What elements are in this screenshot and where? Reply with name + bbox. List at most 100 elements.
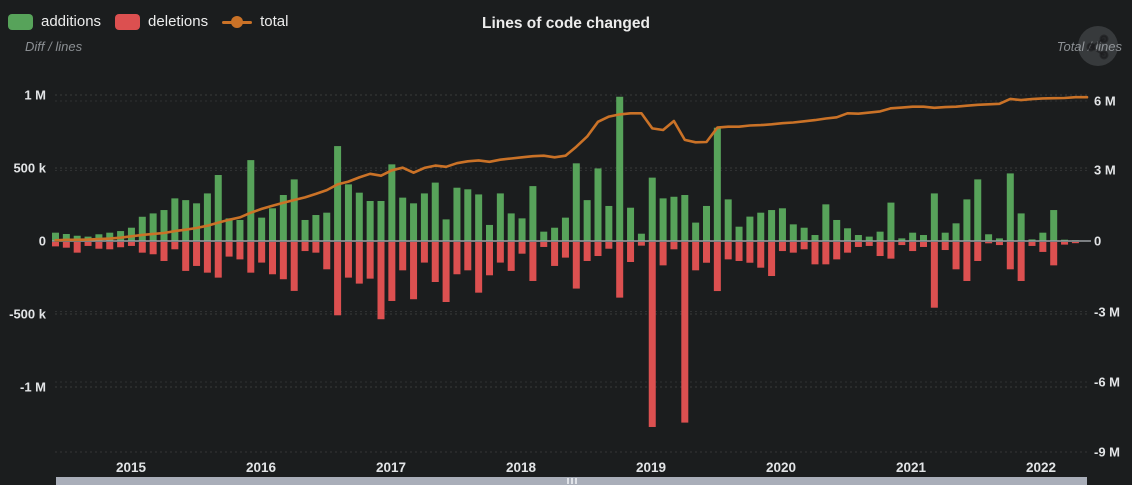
deletions-bar[interactable] <box>692 242 700 271</box>
deletions-bar[interactable] <box>344 242 352 278</box>
additions-bar[interactable] <box>941 232 949 241</box>
additions-bar[interactable] <box>138 216 146 241</box>
additions-bar[interactable] <box>627 207 635 241</box>
additions-bar[interactable] <box>518 218 526 241</box>
additions-bar[interactable] <box>789 224 797 241</box>
deletions-bar[interactable] <box>138 242 146 253</box>
additions-bar[interactable] <box>62 233 70 241</box>
additions-bar[interactable] <box>399 197 407 241</box>
deletions-bar[interactable] <box>475 242 483 293</box>
deletions-bar[interactable] <box>1039 242 1047 252</box>
additions-bar[interactable] <box>431 182 439 241</box>
deletions-bar[interactable] <box>572 242 580 289</box>
deletions-bar[interactable] <box>865 242 873 246</box>
grip-lines-icon[interactable] <box>566 478 577 484</box>
deletions-bar[interactable] <box>811 242 819 265</box>
additions-bar[interactable] <box>388 164 396 241</box>
additions-bar[interactable] <box>182 200 190 241</box>
additions-bar[interactable] <box>1006 173 1014 241</box>
deletions-bar[interactable] <box>258 242 266 263</box>
deletions-bar[interactable] <box>464 242 472 271</box>
additions-bar[interactable] <box>507 213 515 241</box>
additions-bar[interactable] <box>301 219 309 241</box>
additions-bar[interactable] <box>193 203 201 241</box>
additions-bar[interactable] <box>1017 213 1025 241</box>
additions-bar[interactable] <box>583 200 591 241</box>
deletions-bar[interactable] <box>377 242 385 320</box>
additions-bar[interactable] <box>355 192 363 241</box>
additions-bar[interactable] <box>768 210 776 241</box>
additions-bar[interactable] <box>963 199 971 241</box>
additions-bar[interactable] <box>160 210 168 241</box>
deletions-bar[interactable] <box>1017 242 1025 281</box>
deletions-bar[interactable] <box>627 242 635 263</box>
additions-bar[interactable] <box>323 212 331 241</box>
additions-bar[interactable] <box>757 212 765 241</box>
deletions-bar[interactable] <box>1006 242 1014 270</box>
deletions-bar[interactable] <box>182 242 190 271</box>
additions-bar[interactable] <box>214 175 222 241</box>
deletions-bar[interactable] <box>561 242 569 258</box>
additions-bar[interactable] <box>269 208 276 241</box>
additions-bar[interactable] <box>344 184 352 241</box>
additions-bar[interactable] <box>724 199 732 241</box>
additions-bar[interactable] <box>909 232 917 241</box>
deletions-bar[interactable] <box>160 242 168 261</box>
additions-bar[interactable] <box>73 235 81 241</box>
additions-bar[interactable] <box>236 219 244 241</box>
additions-bar[interactable] <box>713 127 721 241</box>
deletions-bar[interactable] <box>279 242 287 280</box>
deletions-bar[interactable] <box>52 242 59 247</box>
deletions-bar[interactable] <box>844 242 852 253</box>
deletions-bar[interactable] <box>323 242 331 270</box>
additions-bar[interactable] <box>442 219 450 241</box>
deletions-bar[interactable] <box>703 242 710 263</box>
deletions-bar[interactable] <box>757 242 765 268</box>
deletions-bar[interactable] <box>355 242 363 284</box>
additions-bar[interactable] <box>561 217 569 241</box>
deletions-bar[interactable] <box>930 242 938 308</box>
additions-bar[interactable] <box>334 146 342 241</box>
deletions-bar[interactable] <box>963 242 971 281</box>
deletions-bar[interactable] <box>768 242 776 277</box>
deletions-bar[interactable] <box>800 242 808 250</box>
deletions-bar[interactable] <box>876 242 884 257</box>
additions-bar[interactable] <box>171 198 179 241</box>
additions-bar[interactable] <box>117 231 125 241</box>
additions-bar[interactable] <box>127 227 135 241</box>
additions-bar[interactable] <box>453 187 461 241</box>
deletions-bar[interactable] <box>442 242 450 303</box>
deletions-bar[interactable] <box>312 242 320 253</box>
additions-bar[interactable] <box>659 198 667 241</box>
additions-bar[interactable] <box>247 160 255 241</box>
additions-bar[interactable] <box>572 163 580 241</box>
deletions-bar[interactable] <box>106 242 114 250</box>
additions-bar[interactable] <box>1028 239 1036 241</box>
deletions-bar[interactable] <box>214 242 222 278</box>
additions-bar[interactable] <box>279 195 287 241</box>
deletions-bar[interactable] <box>431 242 439 283</box>
deletions-bar[interactable] <box>648 242 656 427</box>
deletions-bar[interactable] <box>974 242 982 261</box>
menu-button[interactable] <box>1078 26 1118 66</box>
additions-bar[interactable] <box>225 218 233 241</box>
additions-bar[interactable] <box>898 238 906 241</box>
additions-bar[interactable] <box>854 235 862 241</box>
additions-bar[interactable] <box>203 193 211 241</box>
additions-bar[interactable] <box>149 213 157 241</box>
deletions-bar[interactable] <box>127 242 135 246</box>
x-scrollbar-thumb[interactable] <box>56 477 1087 485</box>
additions-bar[interactable] <box>366 200 374 241</box>
additions-bar[interactable] <box>529 186 537 241</box>
deletions-bar[interactable] <box>171 242 179 250</box>
deletions-bar[interactable] <box>659 242 667 266</box>
additions-bar[interactable] <box>52 232 59 241</box>
deletions-bar[interactable] <box>236 242 244 260</box>
additions-bar[interactable] <box>106 232 114 241</box>
additions-bar[interactable] <box>95 234 103 241</box>
deletions-bar[interactable] <box>420 242 428 263</box>
deletions-bar[interactable] <box>366 242 374 279</box>
deletions-bar[interactable] <box>540 242 548 247</box>
additions-bar[interactable] <box>258 217 266 241</box>
